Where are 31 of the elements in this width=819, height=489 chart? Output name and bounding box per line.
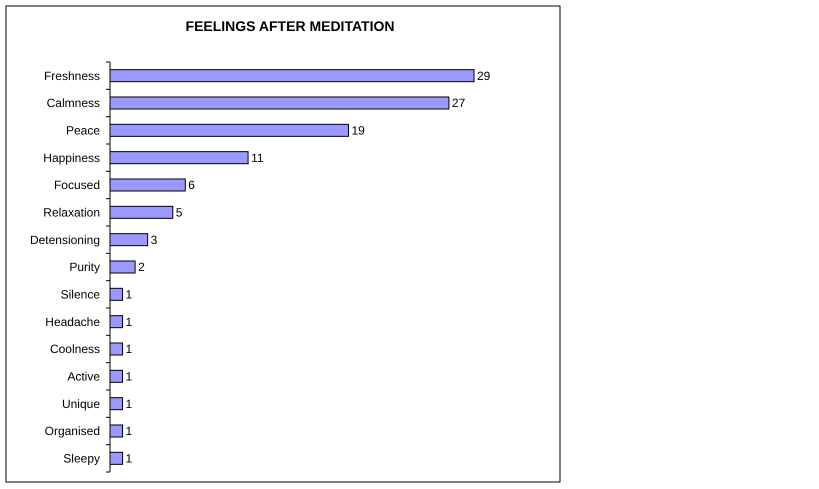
chart-title: FEELINGS AFTER MEDITATION	[186, 18, 394, 34]
y-tick-label: Relaxation	[43, 206, 100, 220]
data-label: 1	[126, 314, 133, 329]
y-tick-label: Freshness	[44, 68, 100, 83]
y-tick-label: Happiness	[43, 150, 100, 165]
data-label: 1	[126, 342, 133, 356]
data-label: 1	[126, 452, 133, 466]
data-label: 27	[452, 96, 466, 110]
y-tick-label: Purity	[69, 260, 100, 274]
y-tick-label: Unique	[62, 396, 100, 411]
data-label: 1	[126, 424, 133, 438]
y-tick-label: Organised	[44, 424, 100, 438]
data-label: 2	[138, 260, 146, 274]
data-label: 1	[126, 370, 133, 384]
y-tick-label: Coolness	[50, 342, 100, 356]
data-label: 3	[150, 232, 158, 247]
data-label: 6	[188, 178, 196, 192]
y-tick-label: Peace	[66, 124, 100, 138]
data-label: 11	[251, 150, 264, 165]
y-tick-label: Focused	[54, 178, 100, 192]
y-tick-label: Active	[67, 370, 100, 384]
data-label: 1	[126, 396, 133, 411]
y-tick-label: Headache	[45, 314, 100, 329]
y-tick-label: Calmness	[46, 96, 100, 110]
y-tick-label: Sleepy	[63, 452, 100, 466]
data-label: 29	[477, 68, 491, 83]
data-label: 19	[351, 124, 366, 138]
data-label: 5	[176, 206, 183, 220]
y-tick-label: Silence	[60, 288, 100, 302]
data-label: 1	[126, 288, 133, 302]
y-tick-label: Detensioning	[30, 232, 100, 247]
